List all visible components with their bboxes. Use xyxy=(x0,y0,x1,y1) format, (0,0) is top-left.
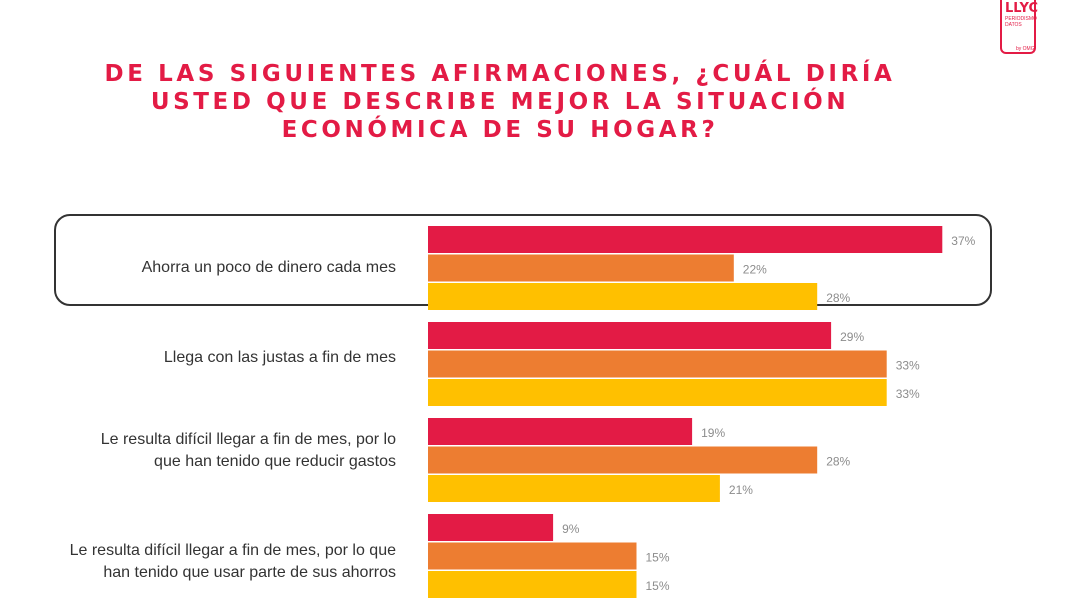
bar xyxy=(428,446,818,474)
data-label: 15% xyxy=(646,579,670,593)
logo-tag: by OMG xyxy=(1016,46,1035,52)
data-label: 33% xyxy=(896,387,920,401)
bar xyxy=(428,254,734,282)
category-label: Llega con las justas a fin de mes xyxy=(164,347,396,369)
bar xyxy=(428,571,637,598)
brand-logo: LLYC PERIODISMO DATOS xyxy=(1000,0,1039,54)
bar xyxy=(428,379,887,406)
category-label-line: Ahorra un poco de dinero cada mes xyxy=(141,259,396,276)
bar xyxy=(428,322,832,349)
chart-title-line: DE LAS SIGUIENTES AFIRMACIONES, ¿CUÁL DI… xyxy=(104,61,896,87)
bar xyxy=(428,475,720,502)
category-label-line: Le resulta difícil llegar a fin de mes, … xyxy=(100,431,396,448)
data-label: 28% xyxy=(826,455,850,469)
chart-title: DE LAS SIGUIENTES AFIRMACIONES, ¿CUÁL DI… xyxy=(0,60,1000,144)
bar xyxy=(428,542,637,570)
data-label: 21% xyxy=(729,483,753,497)
category-label-line: han tenido que usar parte de sus ahorros xyxy=(103,564,396,581)
category-label-line: Llega con las justas a fin de mes xyxy=(163,349,396,366)
data-label: 15% xyxy=(646,551,670,565)
bar xyxy=(428,283,818,310)
chart-title-line: USTED QUE DESCRIBE MEJOR LA SITUACIÓN xyxy=(150,89,850,115)
bar xyxy=(428,418,693,445)
data-label: 29% xyxy=(840,330,864,344)
data-label: 37% xyxy=(951,234,975,248)
data-label: 28% xyxy=(826,291,850,305)
category-label: Le resulta difícil llegar a fin de mes, … xyxy=(70,540,396,584)
category-label: Le resulta difícil llegar a fin de mes, … xyxy=(101,429,396,473)
bar xyxy=(428,514,554,541)
chart-title-line: ECONÓMICA DE SU HOGAR? xyxy=(281,117,719,143)
category-label-line: Le resulta difícil llegar a fin de mes, … xyxy=(69,542,396,559)
data-label: 9% xyxy=(562,522,580,536)
data-label: 19% xyxy=(701,426,725,440)
data-label: 22% xyxy=(743,263,767,277)
logo-text: LLYC xyxy=(1005,1,1039,16)
logo-subtitle: PERIODISMO DATOS xyxy=(1005,16,1037,28)
category-label: Ahorra un poco de dinero cada mes xyxy=(142,257,396,279)
bar xyxy=(428,226,943,253)
bar xyxy=(428,350,887,378)
category-label-line: que han tenido que reducir gastos xyxy=(154,453,396,470)
data-label: 33% xyxy=(896,359,920,373)
